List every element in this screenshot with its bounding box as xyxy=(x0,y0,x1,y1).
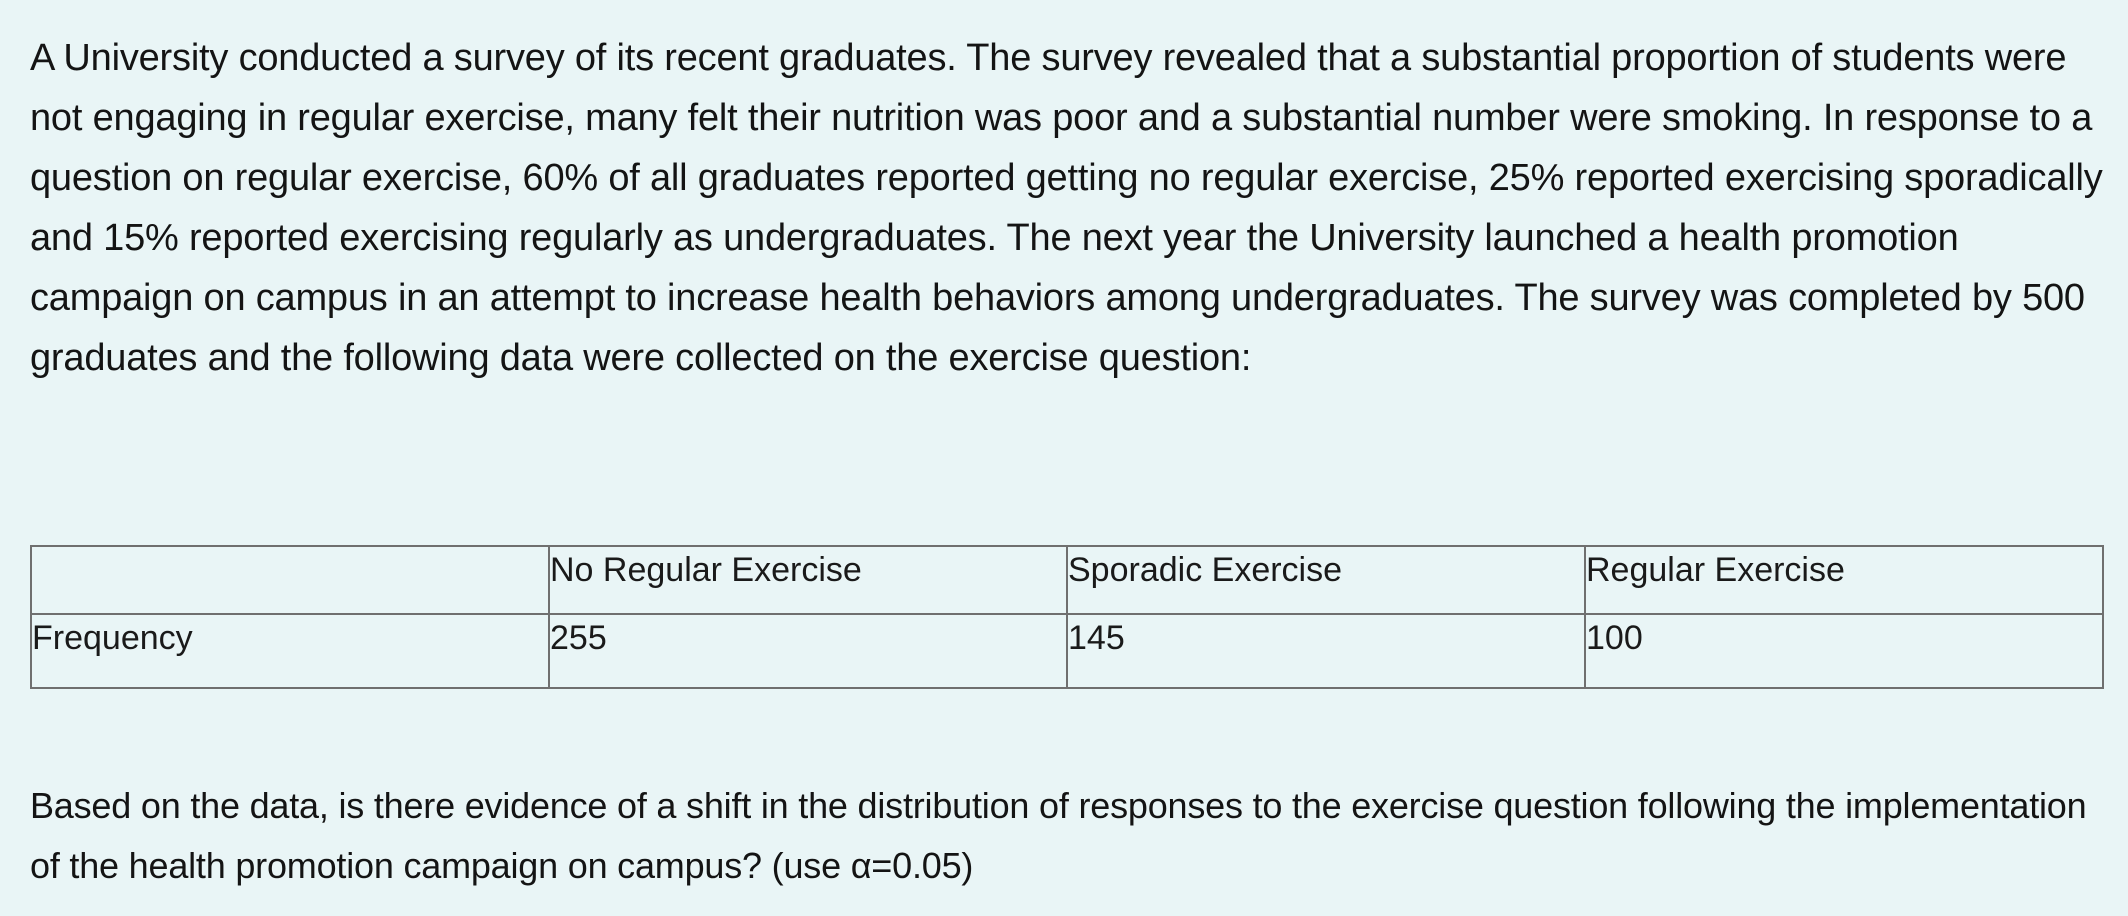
table-header-row: No Regular Exercise Sporadic Exercise Re… xyxy=(30,545,2104,615)
table-header-regular-exercise: Regular Exercise xyxy=(1584,545,2104,615)
table-header-no-regular-exercise: No Regular Exercise xyxy=(548,545,1068,615)
problem-intro-text: A University conducted a survey of its r… xyxy=(30,37,2103,379)
table-cell-no-regular-exercise: 255 xyxy=(548,613,1068,689)
frequency-table-container: No Regular Exercise Sporadic Exercise Re… xyxy=(30,545,2104,689)
table-header-empty xyxy=(30,545,550,615)
table-row: Frequency 255 145 100 xyxy=(30,613,2104,689)
frequency-table: No Regular Exercise Sporadic Exercise Re… xyxy=(30,545,2104,689)
table-header-sporadic-exercise: Sporadic Exercise xyxy=(1066,545,1586,615)
table-cell-regular-exercise: 100 xyxy=(1584,613,2104,689)
problem-question-text: Based on the data, is there evidence of … xyxy=(30,785,2087,886)
table-row-label: Frequency xyxy=(30,613,550,689)
table-cell-sporadic-exercise: 145 xyxy=(1066,613,1586,689)
